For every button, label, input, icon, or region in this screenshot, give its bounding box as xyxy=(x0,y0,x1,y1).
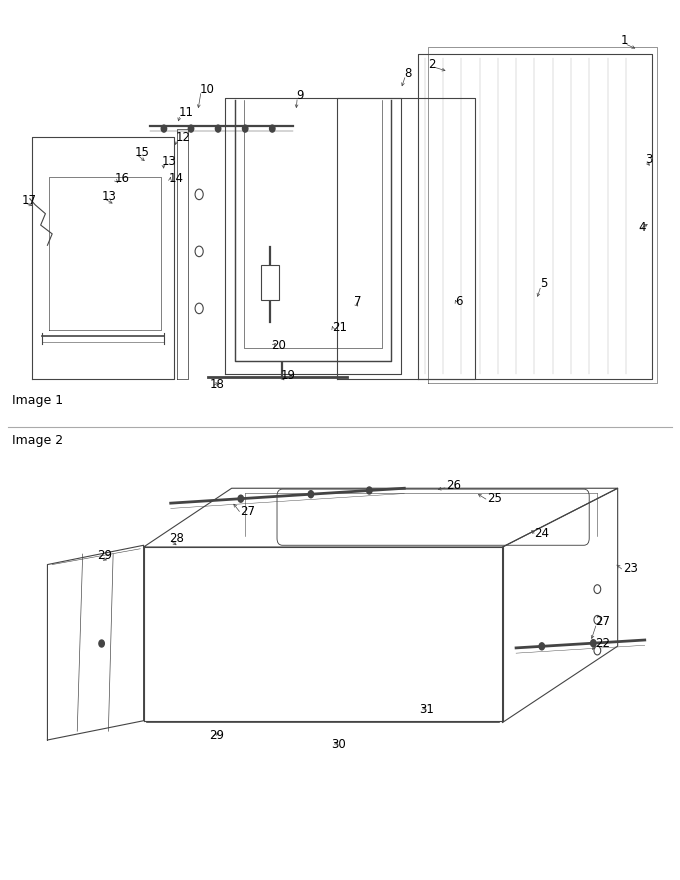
Text: 15: 15 xyxy=(135,146,150,158)
Text: 29: 29 xyxy=(97,549,113,562)
Circle shape xyxy=(243,125,248,132)
Text: 28: 28 xyxy=(169,532,184,545)
Text: 31: 31 xyxy=(420,703,434,715)
Text: 5: 5 xyxy=(540,277,547,290)
Text: 11: 11 xyxy=(179,106,194,120)
Text: 16: 16 xyxy=(114,172,129,185)
Circle shape xyxy=(195,303,203,313)
Circle shape xyxy=(269,125,275,132)
Text: Image 2: Image 2 xyxy=(12,434,63,447)
Circle shape xyxy=(161,125,167,132)
Text: 27: 27 xyxy=(240,505,255,518)
Text: 12: 12 xyxy=(175,131,190,143)
Text: 4: 4 xyxy=(638,221,645,234)
Text: 6: 6 xyxy=(455,295,462,308)
Circle shape xyxy=(594,646,600,655)
Bar xyxy=(261,265,279,300)
Text: 19: 19 xyxy=(280,370,295,383)
Text: 22: 22 xyxy=(595,637,611,650)
Text: 1: 1 xyxy=(621,34,628,48)
Text: 13: 13 xyxy=(162,155,177,167)
Text: 23: 23 xyxy=(623,562,638,576)
Circle shape xyxy=(594,584,600,593)
Text: Image 1: Image 1 xyxy=(12,393,63,407)
Circle shape xyxy=(367,487,372,494)
Text: 7: 7 xyxy=(354,295,361,308)
Circle shape xyxy=(539,642,545,649)
Text: 10: 10 xyxy=(200,83,215,96)
Circle shape xyxy=(590,640,596,647)
Text: 17: 17 xyxy=(22,194,37,207)
Circle shape xyxy=(594,615,600,624)
Circle shape xyxy=(238,495,243,502)
Text: 3: 3 xyxy=(645,153,652,165)
Text: 30: 30 xyxy=(331,738,346,751)
Circle shape xyxy=(195,246,203,257)
Text: 24: 24 xyxy=(534,527,549,540)
Text: 21: 21 xyxy=(332,321,347,334)
Circle shape xyxy=(216,125,221,132)
Text: 2: 2 xyxy=(428,58,435,71)
Text: 9: 9 xyxy=(296,89,303,102)
Text: 25: 25 xyxy=(487,492,502,505)
Text: 18: 18 xyxy=(210,378,225,392)
Text: 29: 29 xyxy=(209,730,224,742)
Text: 27: 27 xyxy=(595,615,611,628)
Text: 14: 14 xyxy=(169,172,184,185)
Text: 13: 13 xyxy=(101,189,116,202)
Text: 26: 26 xyxy=(446,479,461,492)
Circle shape xyxy=(195,189,203,200)
Circle shape xyxy=(99,640,104,647)
Circle shape xyxy=(188,125,194,132)
Text: 20: 20 xyxy=(271,339,286,352)
Text: 8: 8 xyxy=(405,67,411,80)
Circle shape xyxy=(308,491,313,498)
